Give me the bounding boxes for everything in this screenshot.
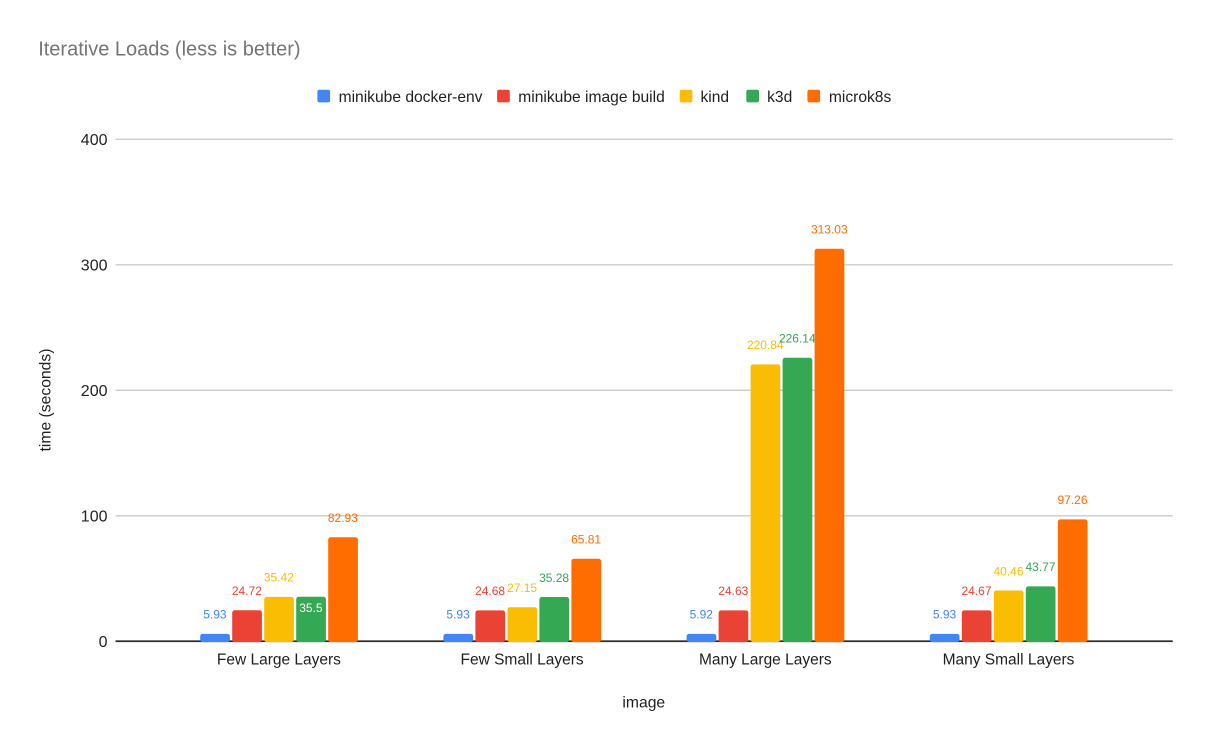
svg-text:35.28: 35.28 <box>539 571 569 585</box>
svg-text:27.15: 27.15 <box>507 581 537 595</box>
svg-text:400: 400 <box>81 132 108 149</box>
svg-text:97.26: 97.26 <box>1057 493 1087 507</box>
svg-text:Many Small Layers: Many Small Layers <box>943 652 1075 669</box>
svg-text:0: 0 <box>99 634 108 651</box>
svg-text:226.14: 226.14 <box>779 332 816 346</box>
svg-text:35.5: 35.5 <box>299 601 323 615</box>
svg-text:35.42: 35.42 <box>264 571 294 585</box>
svg-text:microk8s: microk8s <box>829 89 892 106</box>
svg-text:kind: kind <box>701 89 730 106</box>
svg-text:24.63: 24.63 <box>718 584 748 598</box>
svg-text:5.93: 5.93 <box>933 608 957 622</box>
svg-text:time (seconds): time (seconds) <box>38 349 55 452</box>
svg-text:minikube docker-env: minikube docker-env <box>339 89 483 106</box>
svg-text:100: 100 <box>81 509 108 526</box>
svg-text:Few Large Layers: Few Large Layers <box>217 652 341 669</box>
svg-text:Few Small Layers: Few Small Layers <box>461 652 584 669</box>
svg-text:5.93: 5.93 <box>446 608 470 622</box>
svg-text:43.77: 43.77 <box>1025 560 1055 574</box>
svg-text:300: 300 <box>81 258 108 275</box>
svg-text:Many Large Layers: Many Large Layers <box>699 652 832 669</box>
svg-text:24.72: 24.72 <box>232 584 262 598</box>
svg-text:Iterative Loads (less is bette: Iterative Loads (less is better) <box>38 39 300 61</box>
svg-text:200: 200 <box>81 383 108 400</box>
svg-text:k3d: k3d <box>767 89 792 106</box>
svg-text:24.68: 24.68 <box>475 584 505 598</box>
svg-text:5.93: 5.93 <box>203 608 227 622</box>
svg-text:82.93: 82.93 <box>328 511 358 525</box>
svg-text:24.67: 24.67 <box>961 584 991 598</box>
svg-text:313.03: 313.03 <box>811 223 848 237</box>
svg-text:220.84: 220.84 <box>747 338 784 352</box>
svg-text:image: image <box>622 694 665 711</box>
svg-text:40.46: 40.46 <box>993 564 1023 578</box>
svg-text:minikube image build: minikube image build <box>518 89 665 106</box>
svg-text:5.92: 5.92 <box>690 608 714 622</box>
svg-text:65.81: 65.81 <box>571 533 601 547</box>
